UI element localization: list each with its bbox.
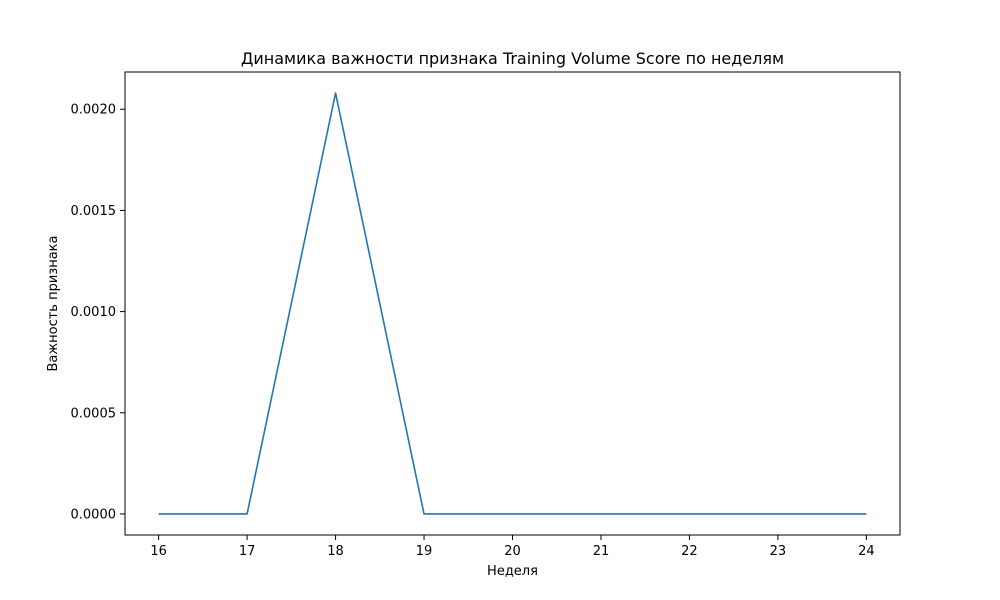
y-axis: 0.0000 0.0005 0.0010 0.0015 0.0020 (71, 103, 125, 522)
x-tick-label: 19 (416, 544, 433, 559)
y-tick-label: 0.0005 (71, 406, 117, 421)
x-axis: 16 17 18 19 20 21 22 23 24 (150, 535, 875, 559)
x-tick-label: 24 (858, 544, 875, 559)
y-tick-label: 0.0020 (71, 103, 117, 118)
x-tick-label: 23 (770, 544, 787, 559)
y-tick-label: 0.0015 (71, 204, 117, 219)
x-tick-label: 18 (327, 544, 344, 559)
y-tick-label: 0.0000 (71, 507, 117, 522)
plot-area (158, 92, 867, 515)
chart-title: Динамика важности признака Training Volu… (241, 49, 784, 68)
x-tick-label: 17 (239, 544, 256, 559)
series-line-0 (158, 92, 867, 515)
y-tick-label: 0.0010 (71, 305, 117, 320)
x-tick-label: 21 (593, 544, 610, 559)
y-axis-label: Важность признака (46, 236, 61, 372)
x-tick-label: 22 (681, 544, 698, 559)
x-tick-label: 20 (504, 544, 521, 559)
plot-frame (124, 71, 901, 536)
x-tick-label: 16 (150, 544, 167, 559)
x-axis-label: Неделя (487, 564, 538, 579)
